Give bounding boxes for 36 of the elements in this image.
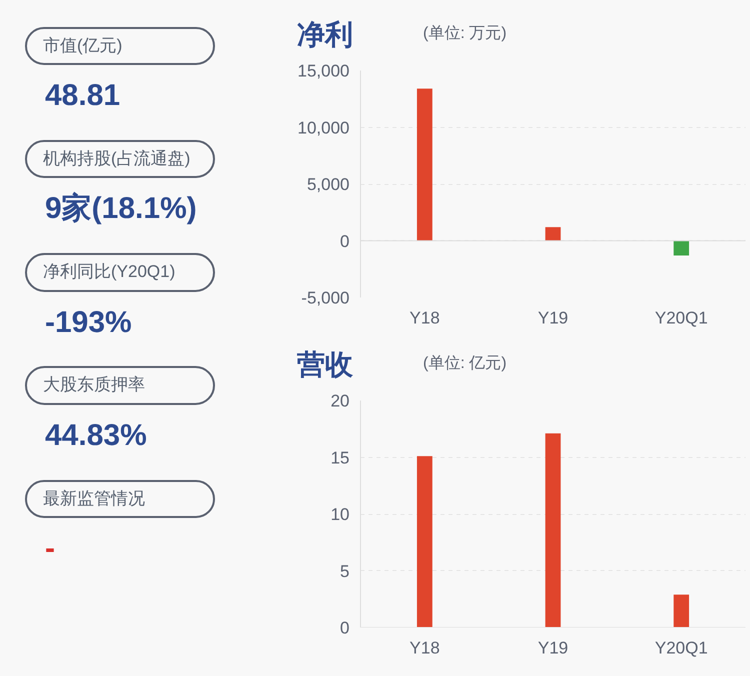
text: 市值(亿元): [25, 27, 215, 66]
chart-subtitle: (单位: 万元): [423, 25, 507, 42]
chart-title: 营收: [297, 349, 353, 380]
y-tick-label: -5,000: [301, 288, 350, 308]
y-tick-label: 10: [330, 505, 350, 524]
bar: [416, 456, 432, 628]
y-tick-label: 0: [340, 618, 350, 638]
chart-title: 净利: [297, 19, 353, 50]
chart-subtitle: (单位: 亿元): [423, 355, 507, 372]
text: 最新监管情况: [25, 480, 215, 518]
text: 机构持股(占流通盘): [25, 140, 215, 178]
x-tick-label: Y20Q1: [654, 308, 708, 328]
bar: [416, 88, 432, 241]
y-tick-label: 15,000: [298, 62, 350, 80]
x-tick-label: Y20Q1: [654, 638, 708, 658]
x-tick-label: Y19: [538, 638, 568, 658]
x-tick-label: Y19: [538, 308, 568, 328]
x-tick-label: Y18: [410, 308, 440, 328]
y-tick-label: 5,000: [306, 175, 350, 194]
y-tick-label: 10,000: [298, 118, 350, 138]
text: 大股东质押率: [25, 366, 215, 405]
y-tick-label: 20: [330, 392, 350, 410]
text: -193%: [44, 304, 133, 341]
text: -: [44, 530, 56, 567]
x-tick-label: Y18: [410, 638, 440, 658]
y-tick-label: 0: [340, 232, 350, 251]
text: 9家(18.1%): [44, 190, 198, 228]
bar: [545, 433, 561, 628]
bar: [674, 240, 690, 256]
text: 净利同比(Y20Q1): [25, 253, 215, 292]
y-tick-label: 5: [340, 562, 350, 581]
bar: [545, 227, 561, 241]
bar: [674, 594, 690, 628]
text: 48.81: [44, 78, 122, 114]
text: 44.83%: [44, 418, 148, 454]
y-tick-label: 15: [330, 448, 350, 468]
